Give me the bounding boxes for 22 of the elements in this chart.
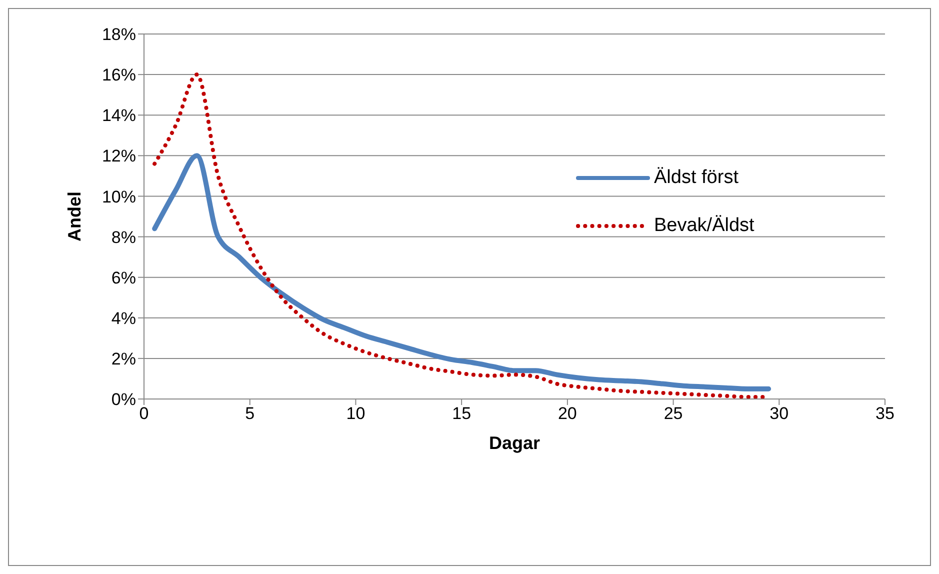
y-tick-label: 0%: [111, 390, 136, 410]
x-tick-label: 0: [139, 404, 149, 424]
y-tick-label: 18%: [102, 25, 136, 44]
x-axis-title: Dagar: [488, 433, 540, 453]
y-tick-label: 2%: [111, 349, 136, 368]
x-tick-label: 20: [558, 404, 577, 424]
legend-label: Äldst först: [654, 167, 738, 189]
y-tick-label: 6%: [111, 268, 136, 288]
y-tick-label: 10%: [102, 187, 136, 206]
y-tick-label: 8%: [111, 228, 136, 247]
x-tick-label: 5: [245, 404, 255, 424]
x-tick-label: 30: [770, 404, 789, 424]
y-tick-label: 4%: [111, 308, 136, 328]
y-tick-label: 12%: [102, 146, 136, 166]
x-tick-label: 35: [876, 404, 894, 424]
y-tick-label: 16%: [102, 66, 136, 85]
x-tick-label: 25: [664, 404, 683, 424]
y-axis-title: Andel: [64, 191, 84, 242]
x-tick-label: 10: [346, 404, 366, 424]
x-tick-label: 15: [452, 404, 472, 424]
legend-label: Bevak/Äldst: [654, 215, 754, 237]
y-tick-label: 14%: [102, 106, 136, 126]
